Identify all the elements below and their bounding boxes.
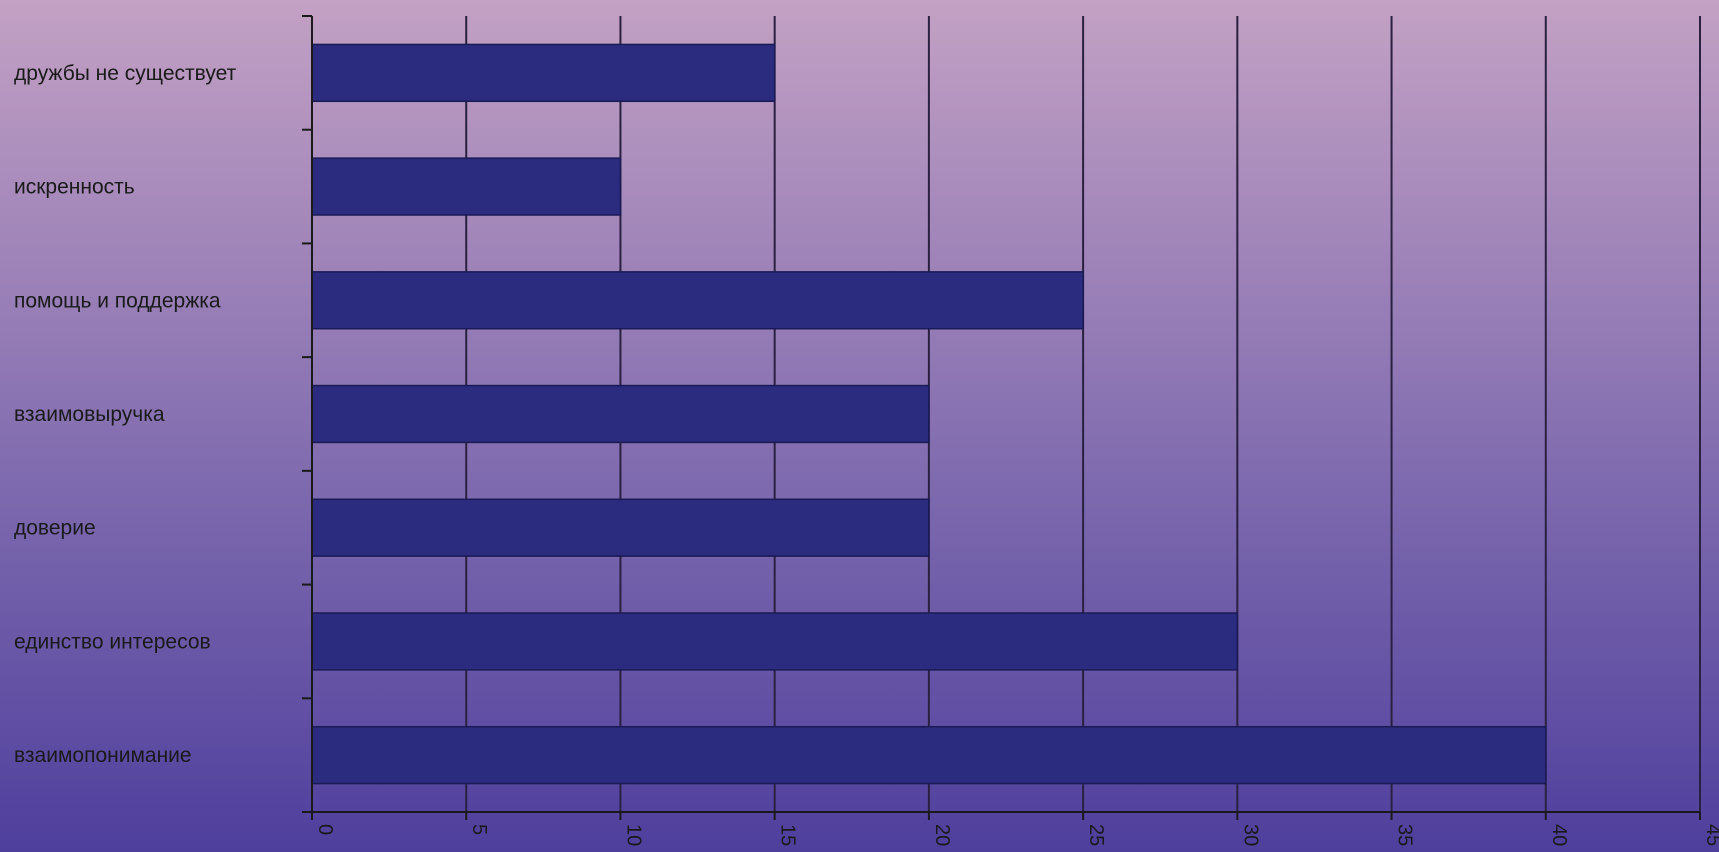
x-tick-label-5: 5 — [468, 824, 490, 835]
x-tick-label-0: 0 — [314, 824, 336, 835]
x-tick-labels: 0 5 10 15 20 25 30 35 40 45 — [314, 824, 1719, 846]
category-label-3: помощь и поддержка — [14, 289, 221, 312]
x-tick-label-45: 45 — [1702, 824, 1719, 846]
x-tick-label-40: 40 — [1548, 824, 1570, 846]
x-tick-label-35: 35 — [1394, 824, 1416, 846]
x-tick-label-20: 20 — [931, 824, 953, 846]
bar-4 — [312, 386, 929, 443]
category-label-4: взаимовыручка — [14, 403, 165, 426]
category-label-7: взаимопонимание — [14, 744, 192, 767]
bar-2 — [312, 158, 620, 215]
category-label-2: искренность — [14, 176, 135, 199]
bar-6 — [312, 613, 1237, 670]
x-tick-label-15: 15 — [777, 824, 799, 846]
x-tick-label-25: 25 — [1085, 824, 1107, 846]
category-label-5: доверие — [14, 517, 96, 540]
bar-7 — [312, 727, 1546, 784]
bar-5 — [312, 499, 929, 556]
category-label-6: единство интересов — [14, 630, 211, 653]
x-tick-label-10: 10 — [622, 824, 644, 846]
bar-3 — [312, 272, 1083, 329]
bar-1 — [312, 44, 775, 101]
x-tick-label-30: 30 — [1239, 824, 1261, 846]
category-label-1: дружбы не существует — [14, 62, 237, 85]
category-labels: дружбы не существует искренность помощь и… — [14, 62, 237, 767]
